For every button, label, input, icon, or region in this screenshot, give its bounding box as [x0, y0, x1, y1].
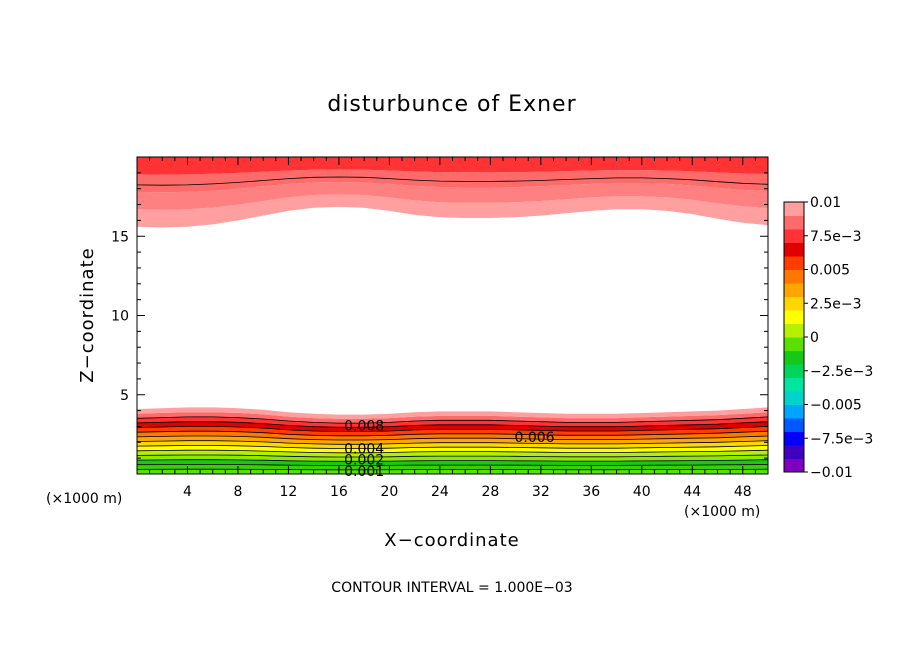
contour-label: 0.004: [344, 442, 384, 458]
upper-band-1: [137, 182, 768, 210]
colorbar-swatch: [784, 350, 804, 365]
colorbar-swatch: [784, 323, 804, 338]
lower-band-4: [137, 450, 768, 457]
lower-band-11: [137, 416, 768, 428]
colorbar-tick-label: −0.005: [810, 398, 862, 414]
colorbar-tick-label: −2.5e−3: [810, 364, 873, 380]
colorbar-swatch: [784, 418, 804, 432]
colorbar: 0.01 7.5e−3 0.005 2.5e−3 0 −2.5e−3 −0.005 −7.5e…: [783, 195, 873, 481]
lower-contour-line-3: [136, 459, 769, 462]
lower-band-5: [137, 445, 768, 453]
lower-contour-line-12: [136, 416, 769, 424]
lower-contour-line-11: [136, 421, 769, 428]
colorbar-swatch: [784, 445, 804, 459]
lower-contour-line-2: [136, 464, 769, 466]
colorbar-swatch: [784, 242, 804, 257]
x-tick-label: 24: [431, 484, 449, 500]
lower-contour-line-4: [136, 454, 769, 458]
lower-contour-line-6: [136, 445, 769, 449]
x-tick-label: 16: [330, 484, 348, 500]
x-unit-label: (×1000 m): [684, 504, 760, 520]
colorbar-tick-label: 0: [810, 330, 819, 346]
upper-contour-line: [136, 176, 769, 186]
lower-contour-line-10: [136, 426, 769, 432]
x-tick-label: 20: [380, 484, 398, 500]
lower-band-9: [137, 426, 768, 436]
colorbar-tick-label: −0.01: [810, 465, 853, 481]
colorbar-swatch: [784, 229, 804, 243]
upper-band-3: [137, 157, 768, 175]
x-tick-label: 4: [183, 484, 192, 500]
chart-title: disturbunce of Exner: [327, 92, 576, 117]
lower-contour-line-7: [136, 440, 769, 445]
colorbar-swatch: [784, 364, 804, 378]
lower-contour-line-1: [136, 468, 769, 471]
lower-contour-line-9: [136, 430, 769, 437]
contour-label: 0.006: [514, 430, 554, 446]
contour-line-layer: [136, 176, 769, 471]
lower-band-1: [137, 464, 768, 470]
colorbar-swatch: [784, 391, 804, 405]
colorbar-tick-label: −7.5e−3: [810, 431, 873, 447]
colorbar-swatch: [784, 269, 804, 284]
colorbar-swatch: [784, 296, 804, 311]
y-axis-label: Z−coordinate: [77, 247, 98, 382]
contour-label: 0.001: [344, 464, 384, 480]
x-tick-label: 12: [280, 484, 298, 500]
colorbar-swatch: [784, 215, 804, 230]
colorbar-swatch: [784, 337, 804, 351]
y-unit-label: (×1000 m): [46, 491, 122, 507]
upper-band-0: [137, 194, 768, 228]
x-axis-label: X−coordinate: [384, 530, 519, 551]
x-tick-label: 8: [233, 484, 242, 500]
contour-label: 0.002: [344, 453, 384, 469]
y-tick-label: 10: [111, 309, 129, 325]
lower-contour-line-8: [136, 435, 769, 441]
lower-band-7: [137, 436, 768, 445]
colorbar-swatch: [784, 283, 804, 297]
lower-band-10: [137, 421, 768, 432]
lower-band-12: [137, 412, 768, 424]
lower-band-6: [137, 440, 768, 449]
colorbar-swatch: [784, 377, 804, 392]
colorbar-tick-label: 7.5e−3: [810, 229, 862, 245]
lower-band-13: [137, 407, 768, 419]
colorbar-swatch: [784, 202, 804, 216]
colorbar-swatch: [784, 310, 804, 324]
x-tick-label: 28: [481, 484, 499, 500]
lower-contour-line-5: [136, 449, 769, 454]
y-tick-label: 5: [120, 388, 129, 404]
contour-fill-layer: [137, 157, 768, 474]
contour-label: 0.008: [344, 419, 384, 435]
colorbar-swatch: [784, 431, 804, 446]
colorbar-swatch: [784, 404, 804, 419]
lower-band-8: [137, 431, 768, 440]
colorbar-swatch: [784, 256, 804, 270]
x-tick-label: 40: [633, 484, 651, 500]
contour-interval-note: CONTOUR INTERVAL = 1.000E−03: [331, 580, 572, 596]
colorbar-tick-label: 2.5e−3: [810, 296, 862, 312]
y-tick-label: 15: [111, 229, 129, 245]
x-tick-label: 36: [582, 484, 600, 500]
x-tick-label: 44: [683, 484, 701, 500]
x-tick-label: 32: [532, 484, 550, 500]
colorbar-tick-label: 0.005: [810, 263, 850, 279]
colorbar-swatch: [784, 458, 804, 473]
colorbar-tick-label: 0.01: [810, 195, 841, 211]
x-tick-label: 48: [734, 484, 752, 500]
